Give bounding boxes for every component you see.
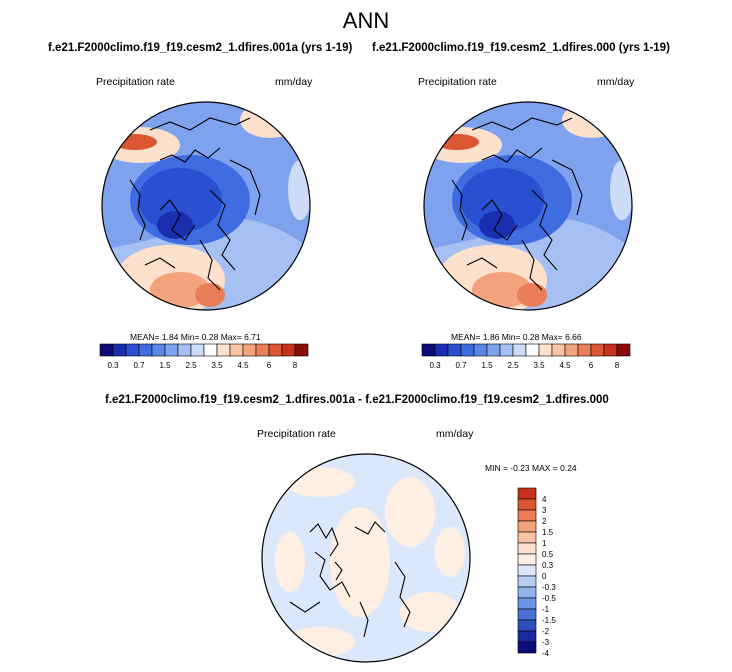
panel-1-colorbar-label: 8: [293, 361, 298, 370]
diff-variable: Precipitation rate: [257, 428, 336, 440]
panel-1-colorbar-label: 3.5: [211, 361, 223, 370]
panel-2-colorbar-swatch: [447, 343, 462, 357]
panel-2-title: f.e21.F2000climo.f19_f19.cesm2_1.dfires.…: [372, 42, 670, 54]
panel-1-colorbar-swatch: [125, 343, 140, 357]
diff-colorbar-swatch: [517, 553, 537, 566]
panel-1-stats: MEAN= 1.84 Min= 0.28 Max= 6.71: [130, 332, 261, 342]
panel-1-title: f.e21.F2000climo.f19_f19.cesm2_1.dfires.…: [48, 42, 353, 54]
panel-2-colorbar-swatch: [551, 343, 566, 357]
panel-2-colorbar-swatch: [460, 343, 475, 357]
panel-2-colorbar-swatch: [525, 343, 540, 357]
panel-1-colorbar-swatch: [255, 343, 270, 357]
diff-colorbar-swatch: [517, 509, 537, 522]
panel-1-colorbar: 0.3 0.7 1.5 2.5 3.5 4.5 6 8: [99, 343, 309, 370]
panel-2-colorbar-swatch: [421, 343, 436, 357]
diff-colorbar-label: -1.5: [542, 616, 556, 625]
diff-colorbar-label: -1: [542, 605, 550, 614]
panel-1-colorbar-swatch: [99, 343, 114, 357]
panel-1-colorbar-swatch: [164, 343, 179, 357]
diff-title: f.e21.F2000climo.f19_f19.cesm2_1.dfires.…: [105, 394, 609, 406]
panel-1-colorbar-label: 2.5: [185, 361, 197, 370]
diff-colorbar-swatch: [517, 542, 537, 555]
panel-1-colorbar-swatch: [216, 343, 231, 357]
diff-units: mm/day: [436, 428, 474, 440]
diff-colorbar-swatch: [517, 575, 537, 588]
figure-title: ANN: [342, 8, 390, 33]
diff-colorbar-swatch: [517, 564, 537, 577]
panel-2-colorbar-swatch: [486, 343, 501, 357]
panel-1-colorbar-swatch: [294, 343, 309, 357]
diff-colorbar-label: 0.5: [542, 550, 554, 559]
panel-2-variable: Precipitation rate: [418, 76, 497, 88]
panel-2-colorbar-swatch: [603, 343, 618, 357]
diff-colorbar-swatch: [517, 520, 537, 533]
diff-colorbar-label: -3: [542, 638, 550, 647]
diff-colorbar-label: -4: [542, 649, 550, 658]
panel-1-colorbar-swatch: [229, 343, 244, 357]
panel-2-colorbar-swatch: [512, 343, 527, 357]
panel-2-colorbar-swatch: [434, 343, 449, 357]
panel-1-colorbar-swatch: [190, 343, 205, 357]
panel-1-colorbar-label: 6: [267, 361, 272, 370]
diff-colorbar-label: 1: [542, 539, 547, 548]
panel-2-colorbar-swatch: [499, 343, 514, 357]
panel-2-colorbar-swatch: [473, 343, 488, 357]
panel-1-units: mm/day: [275, 76, 313, 88]
panel-2-colorbar-label: 6: [589, 361, 594, 370]
panel-1-variable: Precipitation rate: [96, 76, 175, 88]
diff-colorbar-swatch: [517, 498, 537, 511]
panel-1-colorbar-swatch: [151, 343, 166, 357]
panel-2-colorbar-label: 1.5: [481, 361, 493, 370]
panel-2-colorbar-swatch: [577, 343, 592, 357]
diff-map: [261, 453, 471, 663]
diff-colorbar-label: 0.3: [542, 561, 554, 570]
panel-2-colorbar-label: 3.5: [533, 361, 545, 370]
diff-colorbar: 4 3 2 1.5 1 0.5 0.3 0 -0.3 -0.5 -1 -1.5 -2 -3 -4: [517, 487, 556, 658]
diff-colorbar-label: 0: [542, 572, 547, 581]
panel-2-colorbar-label: 8: [615, 361, 620, 370]
panel-1-colorbar-label: 0.7: [133, 361, 145, 370]
diff-colorbar-label: -0.5: [542, 594, 556, 603]
diff-colorbar-swatch: [517, 641, 537, 654]
panel-2-map: [423, 101, 633, 311]
panel-1-colorbar-label: 4.5: [237, 361, 249, 370]
diff-colorbar-label: -0.3: [542, 583, 556, 592]
panel-2-colorbar-label: 2.5: [507, 361, 519, 370]
diff-colorbar-swatch: [517, 608, 537, 621]
panel-1-map: [101, 101, 311, 311]
panel-2-colorbar-label: 0.3: [429, 361, 441, 370]
diff-colorbar-label: 4: [542, 495, 547, 504]
panel-2-stats: MEAN= 1.86 Min= 0.28 Max= 6.66: [451, 332, 582, 342]
diff-colorbar-swatch: [517, 619, 537, 632]
diff-stats: MIN = -0.23 MAX = 0.24: [485, 463, 577, 473]
diff-colorbar-swatch: [517, 487, 537, 500]
diff-colorbar-swatch: [517, 597, 537, 610]
diff-colorbar-label: 2: [542, 517, 547, 526]
panel-1-colorbar-label: 0.3: [107, 361, 119, 370]
diff-colorbar-swatch: [517, 586, 537, 599]
diff-colorbar-label: 3: [542, 506, 547, 515]
panel-2-colorbar-swatch: [538, 343, 553, 357]
diff-colorbar-label: -2: [542, 627, 550, 636]
panel-2-colorbar-swatch: [590, 343, 605, 357]
panel-1-colorbar-swatch: [138, 343, 153, 357]
panel-2-colorbar-swatch: [564, 343, 579, 357]
panel-2-colorbar: 0.3 0.7 1.5 2.5 3.5 4.5 6 8: [421, 343, 631, 370]
panel-2-units: mm/day: [597, 76, 635, 88]
diff-colorbar-swatch: [517, 531, 537, 544]
panel-1-colorbar-swatch: [112, 343, 127, 357]
panel-1-colorbar-swatch: [177, 343, 192, 357]
diff-colorbar-label: 1.5: [542, 528, 554, 537]
panel-1-colorbar-swatch: [268, 343, 283, 357]
panel-2-colorbar-label: 4.5: [559, 361, 571, 370]
diff-colorbar-swatch: [517, 630, 537, 643]
panel-2-colorbar-label: 0.7: [455, 361, 467, 370]
panel-1-colorbar-label: 1.5: [159, 361, 171, 370]
panel-1-colorbar-swatch: [203, 343, 218, 357]
panel-1-colorbar-swatch: [242, 343, 257, 357]
panel-1-colorbar-swatch: [281, 343, 296, 357]
panel-2-colorbar-swatch: [616, 343, 631, 357]
